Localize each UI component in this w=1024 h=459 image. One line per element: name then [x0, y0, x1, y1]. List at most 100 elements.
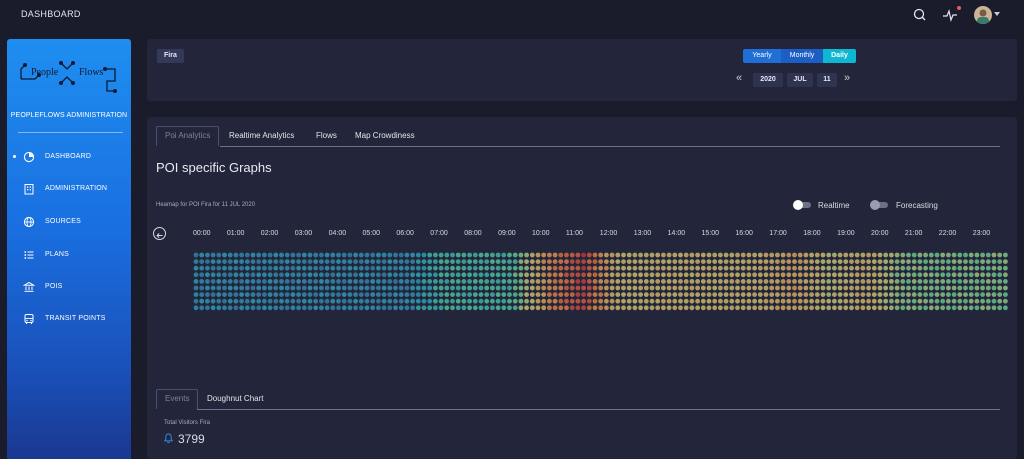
heatmap-cell	[586, 272, 592, 278]
heatmap-cell	[256, 265, 262, 271]
chevron-down-icon[interactable]	[994, 12, 1000, 16]
heatmap-cell	[946, 285, 951, 291]
heatmap-cell	[803, 285, 809, 291]
heatmap-cell	[233, 272, 239, 278]
heatmap-cell	[552, 279, 558, 284]
heatmap-cell	[700, 279, 706, 284]
heatmap-cell	[336, 285, 341, 291]
sidebar-item-sources[interactable]: SOURCES	[7, 214, 131, 230]
heatmap-cell	[638, 298, 643, 304]
day-select[interactable]: 11	[817, 73, 837, 87]
tab-flows[interactable]: Flows	[316, 131, 337, 140]
heatmap-cell	[820, 259, 826, 264]
heatmap-cell	[900, 298, 906, 304]
heatmap-cell	[609, 252, 615, 258]
heatmap-cell	[695, 259, 700, 264]
heatmap-cell	[267, 265, 273, 271]
realtime-toggle[interactable]	[793, 200, 811, 210]
heatmap-cell	[501, 265, 507, 271]
next-date-icon[interactable]: »	[844, 72, 851, 84]
heatmap-cell	[985, 279, 991, 284]
heatmap-cell	[552, 272, 558, 278]
heatmap-cell	[666, 259, 672, 264]
heatmap-cell	[518, 259, 524, 264]
heatmap-cell	[712, 272, 718, 278]
period-daily-button[interactable]: Daily	[823, 49, 856, 63]
sidebar-item-administration[interactable]: ADMINISTRATION	[7, 181, 131, 197]
pie-chart-icon	[23, 151, 35, 163]
heatmap-cell	[729, 272, 735, 278]
heatmap-cell	[381, 279, 387, 284]
activity-icon[interactable]	[941, 6, 959, 24]
heatmap-cell	[210, 285, 216, 291]
heatmap-cell	[792, 259, 797, 264]
back-button[interactable]	[153, 227, 166, 240]
period-yearly-button[interactable]: Yearly	[743, 49, 781, 63]
heatmap-cell	[438, 272, 444, 278]
year-select[interactable]: 2020	[753, 73, 783, 87]
heatmap-cell	[757, 265, 763, 271]
heatmap-cell	[501, 279, 507, 284]
prev-date-icon[interactable]: «	[736, 72, 743, 84]
heatmap-cell	[427, 259, 433, 264]
heatmap-cell	[450, 272, 455, 278]
heatmap-cell	[689, 285, 695, 291]
heatmap-cell	[894, 272, 900, 278]
sidebar-item-plans[interactable]: PLANS	[7, 247, 131, 263]
heatmap-cell	[723, 305, 729, 311]
heatmap-cell	[985, 292, 991, 297]
heatmap-cell	[330, 279, 336, 284]
heatmap-cell	[883, 259, 889, 264]
tab-doughnut-chart[interactable]: Doughnut Chart	[207, 394, 264, 403]
heatmap-cell	[740, 252, 746, 258]
heatmap-cell	[227, 272, 233, 278]
heatmap-cell	[797, 305, 803, 311]
avatar[interactable]	[974, 6, 992, 24]
heatmap-cell	[775, 279, 780, 284]
heatmap-cell	[216, 305, 222, 311]
heatmap-cell	[535, 272, 541, 278]
heatmap-cell	[604, 279, 609, 284]
month-select[interactable]: JUL	[787, 73, 813, 87]
heatmap-cell	[1003, 285, 1008, 291]
heatmap-cell	[262, 305, 267, 311]
heatmap-cell	[957, 292, 963, 297]
tab-map-crowdiness[interactable]: Map Crowdiness	[355, 131, 415, 140]
heatmap-cell	[957, 265, 963, 271]
heatmap-cell	[336, 265, 341, 271]
heatmap-cell	[199, 272, 205, 278]
heatmap-cell	[837, 298, 843, 304]
tab-realtime-analytics[interactable]: Realtime Analytics	[229, 131, 295, 140]
heatmap-cell	[529, 272, 535, 278]
heatmap-cell	[718, 279, 723, 284]
tab-poi-analytics[interactable]: Poi Analytics	[156, 126, 220, 146]
heatmap-cell	[621, 305, 626, 311]
heatmap-cell	[689, 298, 695, 304]
sidebar-item-pois[interactable]: POIS	[7, 279, 131, 295]
heatmap-cell	[461, 272, 467, 278]
heatmap-cell	[917, 305, 923, 311]
heatmap-cell	[860, 272, 866, 278]
heatmap-cell	[860, 292, 866, 297]
heatmap-cell	[490, 252, 495, 258]
sidebar-item-transit-points[interactable]: TRANSIT POINTS	[7, 311, 131, 327]
heatmap-cell	[729, 285, 735, 291]
sidebar-item-dashboard[interactable]: DASHBOARD	[7, 149, 131, 165]
heatmap-cell	[324, 285, 330, 291]
heatmap-cell	[883, 272, 889, 278]
forecasting-toggle[interactable]	[870, 200, 888, 210]
heatmap-cell	[775, 252, 780, 258]
heatmap-cell	[239, 279, 245, 284]
tab-events[interactable]: Events	[156, 389, 199, 409]
period-monthly-button[interactable]: Monthly	[781, 49, 823, 63]
poi-chip[interactable]: Fira	[157, 49, 184, 63]
search-icon[interactable]	[911, 6, 929, 24]
heatmap-cell	[353, 298, 358, 304]
heatmap-cell	[889, 259, 894, 264]
heatmap-cell	[398, 252, 404, 258]
heatmap-cell	[330, 252, 336, 258]
heatmap-cell	[347, 298, 353, 304]
heatmap-cell	[723, 259, 729, 264]
heatmap-cell	[586, 285, 592, 291]
heatmap-cell	[404, 272, 410, 278]
